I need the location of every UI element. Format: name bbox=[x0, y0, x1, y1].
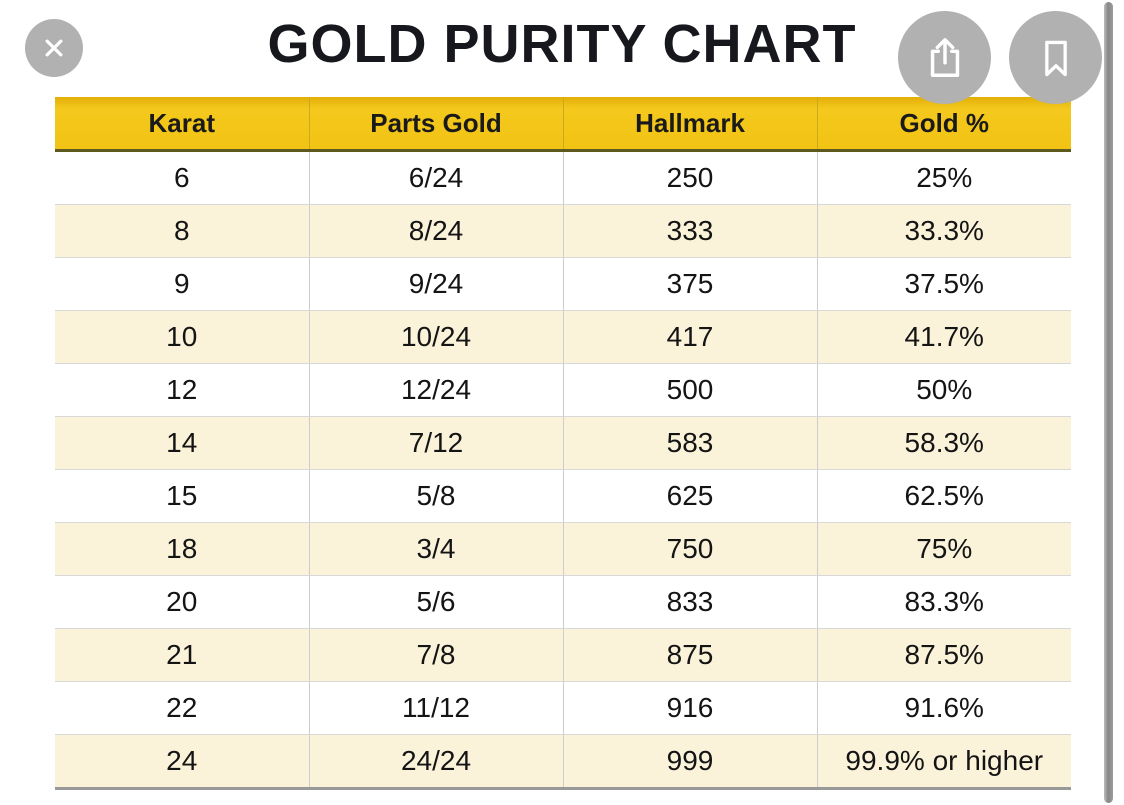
column-header-hallmark: Hallmark bbox=[563, 97, 818, 152]
table-cell: 7/8 bbox=[309, 628, 564, 682]
table-row: 14 7/12 583 58.3% bbox=[55, 416, 1071, 470]
table-cell: 10/24 bbox=[309, 310, 564, 364]
scrollbar[interactable] bbox=[1104, 2, 1113, 803]
table-cell: 15 bbox=[55, 469, 310, 523]
column-header-parts-gold: Parts Gold bbox=[309, 97, 564, 152]
table-cell: 250 bbox=[563, 150, 818, 205]
share-button[interactable] bbox=[898, 11, 991, 104]
table-cell: 24 bbox=[55, 734, 310, 789]
table-row: 8 8/24 333 33.3% bbox=[55, 204, 1071, 258]
table-cell: 750 bbox=[563, 522, 818, 576]
table-row: 9 9/24 375 37.5% bbox=[55, 257, 1071, 311]
table-cell: 62.5% bbox=[817, 469, 1071, 523]
table-cell: 24/24 bbox=[309, 734, 564, 789]
bookmark-button[interactable] bbox=[1009, 11, 1102, 104]
table-cell: 58.3% bbox=[817, 416, 1071, 470]
table-cell: 833 bbox=[563, 575, 818, 629]
table-cell: 83.3% bbox=[817, 575, 1071, 629]
table-cell: 12 bbox=[55, 363, 310, 417]
table-cell: 999 bbox=[563, 734, 818, 789]
table-cell: 37.5% bbox=[817, 257, 1071, 311]
table-row: 15 5/8 625 62.5% bbox=[55, 469, 1071, 523]
table-cell: 9/24 bbox=[309, 257, 564, 311]
table-row: 20 5/6 833 83.3% bbox=[55, 575, 1071, 629]
table-cell: 75% bbox=[817, 522, 1071, 576]
table-cell: 8/24 bbox=[309, 204, 564, 258]
table-cell: 18 bbox=[55, 522, 310, 576]
table-cell: 9 bbox=[55, 257, 310, 311]
table-row: 6 6/24 250 25% bbox=[55, 150, 1071, 205]
table-cell: 583 bbox=[563, 416, 818, 470]
table-cell: 20 bbox=[55, 575, 310, 629]
table-cell: 11/12 bbox=[309, 681, 564, 735]
table-row: 18 3/4 750 75% bbox=[55, 522, 1071, 576]
table-cell: 12/24 bbox=[309, 363, 564, 417]
bookmark-icon bbox=[1034, 36, 1078, 80]
table-cell: 25% bbox=[817, 150, 1071, 205]
table-cell: 50% bbox=[817, 363, 1071, 417]
table-cell: 375 bbox=[563, 257, 818, 311]
table-cell: 14 bbox=[55, 416, 310, 470]
table-cell: 21 bbox=[55, 628, 310, 682]
table-cell: 5/8 bbox=[309, 469, 564, 523]
table-cell: 33.3% bbox=[817, 204, 1071, 258]
table-cell: 500 bbox=[563, 363, 818, 417]
column-header-gold-pct: Gold % bbox=[817, 97, 1071, 152]
table-cell: 22 bbox=[55, 681, 310, 735]
table-row: 22 11/12 916 91.6% bbox=[55, 681, 1071, 735]
table-cell: 3/4 bbox=[309, 522, 564, 576]
table-cell: 5/6 bbox=[309, 575, 564, 629]
table-cell: 10 bbox=[55, 310, 310, 364]
table-cell: 6/24 bbox=[309, 150, 564, 205]
table-cell: 99.9% or higher bbox=[817, 734, 1071, 789]
table-row: 24 24/24 999 99.9% or higher bbox=[55, 734, 1071, 789]
table-cell: 41.7% bbox=[817, 310, 1071, 364]
table-cell: 417 bbox=[563, 310, 818, 364]
table-cell: 7/12 bbox=[309, 416, 564, 470]
table-row: 10 10/24 417 41.7% bbox=[55, 310, 1071, 364]
share-icon bbox=[922, 35, 968, 81]
table-row: 21 7/8 875 87.5% bbox=[55, 628, 1071, 682]
gold-purity-table: Karat Parts Gold Hallmark Gold % 6 6/24 25… bbox=[55, 97, 1071, 790]
close-icon bbox=[39, 33, 69, 63]
table-row: 12 12/24 500 50% bbox=[55, 363, 1071, 417]
close-button[interactable] bbox=[25, 19, 83, 77]
table-body: 6 6/24 250 25% 8 8/24 333 33.3% 9 9/24 375 37.5% 10 1… bbox=[55, 150, 1071, 789]
table-cell: 625 bbox=[563, 469, 818, 523]
table-cell: 875 bbox=[563, 628, 818, 682]
table-cell: 333 bbox=[563, 204, 818, 258]
column-header-karat: Karat bbox=[55, 97, 310, 152]
table-cell: 916 bbox=[563, 681, 818, 735]
table-header: Karat Parts Gold Hallmark Gold % bbox=[55, 97, 1071, 152]
table-cell: 87.5% bbox=[817, 628, 1071, 682]
page-title: GOLD PURITY CHART bbox=[267, 14, 857, 74]
table-cell: 6 bbox=[55, 150, 310, 205]
table-cell: 91.6% bbox=[817, 681, 1071, 735]
table-cell: 8 bbox=[55, 204, 310, 258]
